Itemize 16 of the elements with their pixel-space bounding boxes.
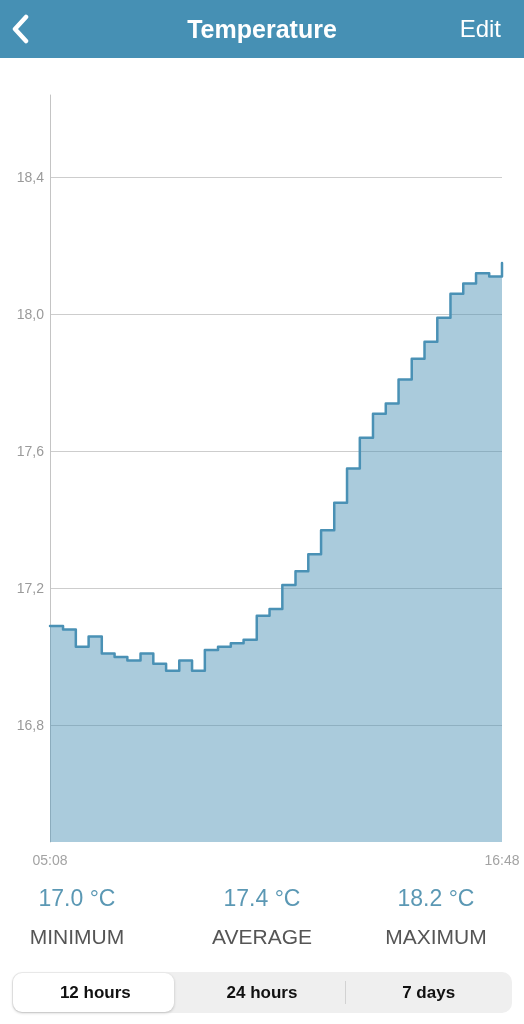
text: 17.0 °C (37, 884, 117, 912)
y-tick-label: 18,0 (16, 306, 45, 323)
y-tick-label: 18,4 (16, 169, 45, 186)
segmented-control: 12 hours 24 hours 7 days (12, 972, 512, 1013)
x-tick-label: 05:08 (32, 852, 68, 868)
text: AVERAGE (211, 924, 313, 950)
y-tick-label: 17,6 (16, 443, 45, 460)
x-tick-label: 16:48 (484, 852, 520, 868)
y-tick-label: 17,2 (16, 580, 45, 597)
text: MINIMUM (28, 924, 126, 950)
text: MAXIMUM (384, 924, 488, 950)
chart-title: Temperature (186, 14, 338, 45)
text: 18.2 °C (396, 884, 476, 912)
y-tick-label: 16,8 (16, 717, 45, 734)
text: Edit (459, 14, 501, 44)
text: 17.4 °C (222, 884, 302, 912)
